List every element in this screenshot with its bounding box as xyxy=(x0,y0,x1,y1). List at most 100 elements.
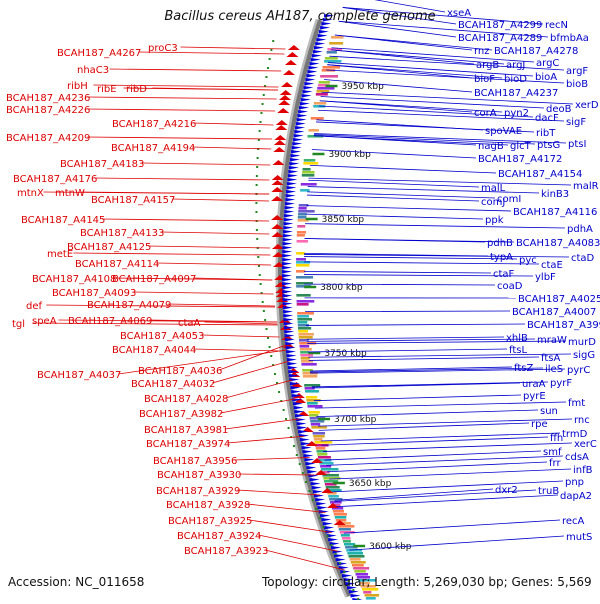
ring-dot xyxy=(265,76,267,78)
forward-gene-arrow xyxy=(282,246,292,250)
gene-band-segment xyxy=(313,432,325,435)
forward-gene-arrow xyxy=(316,38,326,42)
gene-band-segment xyxy=(331,36,343,39)
ring-dot xyxy=(259,274,261,276)
gene-band-segment xyxy=(327,51,337,54)
forward-gene-arrow xyxy=(301,98,311,102)
forward-gene-arrow xyxy=(283,234,293,238)
gene-band-segment xyxy=(334,513,347,516)
gene-band-segment xyxy=(298,330,308,333)
forward-gene-arrow xyxy=(304,458,314,462)
right-gene-label: dxr2 xyxy=(495,485,518,496)
ring-dot xyxy=(343,571,345,573)
forward-gene-arrow xyxy=(311,58,321,62)
forward-gene-arrow xyxy=(283,310,293,314)
right-label-connector xyxy=(336,495,558,507)
gene-band-segment xyxy=(302,174,315,177)
right-gene-label: rnc xyxy=(574,415,590,426)
forward-gene-arrow xyxy=(323,522,333,526)
gene-band-segment xyxy=(311,117,324,120)
right-gene-label: argB xyxy=(476,60,499,71)
accession-text: Accession: NC_011658 xyxy=(8,575,144,589)
left-label-connector xyxy=(87,137,272,139)
right-gene-label: BCAH187_A4007 xyxy=(512,307,596,318)
right-gene-label: argJ xyxy=(506,60,525,71)
right-gene-label: typA xyxy=(490,252,513,263)
gene-band-segment xyxy=(298,216,307,219)
left-gene-label: BCAH187_A3982 xyxy=(139,409,223,420)
ring-dot xyxy=(257,256,259,258)
ring-dot xyxy=(278,391,280,393)
gene-band-segment xyxy=(314,438,323,441)
reverse-gene-arrow xyxy=(274,135,286,140)
left-gene-label: BCAH187_A3923 xyxy=(184,546,268,557)
right-label-connector xyxy=(325,451,541,460)
forward-gene-arrow xyxy=(285,206,295,210)
gene-band-segment xyxy=(300,189,310,192)
right-gene-label: fmt xyxy=(568,398,585,409)
right-gene-label: recA xyxy=(562,516,585,527)
gene-band-segment xyxy=(316,93,328,96)
forward-gene-arrow xyxy=(314,46,324,50)
ring-dot xyxy=(267,67,269,69)
ring-dot xyxy=(259,130,261,132)
gene-band-segment xyxy=(321,468,339,471)
forward-gene-arrow xyxy=(310,62,320,66)
forward-gene-arrow xyxy=(283,226,293,230)
right-gene-label: argF xyxy=(566,66,588,77)
right-label-connector xyxy=(304,271,491,273)
ring-dot xyxy=(302,472,304,474)
forward-gene-arrow xyxy=(285,198,295,202)
right-gene-label: BCAH187_A4289 xyxy=(458,33,542,44)
ring-dot xyxy=(283,409,285,411)
right-gene-label: pdhB xyxy=(487,238,513,249)
ring-dot xyxy=(258,139,260,141)
gene-band-segment xyxy=(303,375,317,378)
gene-band-segment xyxy=(304,384,320,387)
left-label-connector xyxy=(161,232,269,234)
right-gene-label: ileS xyxy=(545,364,563,375)
forward-gene-arrow xyxy=(284,214,294,218)
gene-band-segment xyxy=(300,351,308,354)
forward-gene-arrow xyxy=(288,174,298,178)
left-gene-label: BCAH187_A4216 xyxy=(112,119,196,130)
forward-gene-arrow xyxy=(287,362,297,366)
left-label-connector xyxy=(73,253,270,255)
ring-dot xyxy=(299,463,301,465)
left-label-connector xyxy=(193,349,282,351)
gene-band-segment xyxy=(296,294,310,297)
forward-gene-arrow xyxy=(318,506,328,510)
left-gene-label: ribH xyxy=(67,81,88,92)
ring-dot xyxy=(264,319,266,321)
gene-band-segment xyxy=(314,441,332,444)
forward-gene-arrow xyxy=(315,42,325,46)
gene-band-segment xyxy=(326,486,340,489)
map-title: Bacillus cereus AH187, complete genome xyxy=(0,9,600,24)
forward-gene-arrow xyxy=(312,486,322,490)
left-gene-label: BCAH187_A3974 xyxy=(146,439,230,450)
left-gene-label: BCAH187_A4097 xyxy=(112,274,196,285)
gene-band-segment xyxy=(351,561,366,564)
ring-dot xyxy=(319,517,321,519)
gene-band-segment xyxy=(296,252,305,255)
kbp-tick-label: 3600 kbp xyxy=(369,542,412,552)
forward-gene-arrow xyxy=(282,258,292,262)
forward-gene-arrow xyxy=(297,422,307,426)
right-gene-label: rpe xyxy=(531,419,548,430)
left-gene-label: BCAH187_A4028 xyxy=(144,394,228,405)
right-gene-label: sigF xyxy=(566,117,586,128)
left-gene-label: BCAH187_A4032 xyxy=(131,379,215,390)
gene-band-segment xyxy=(319,81,330,84)
right-gene-label: pyn2 xyxy=(504,108,529,119)
gene-band-segment xyxy=(302,171,314,174)
gene-band-segment xyxy=(300,345,310,348)
gene-band-segment xyxy=(298,321,308,324)
forward-gene-arrow xyxy=(283,238,293,242)
forward-gene-arrow xyxy=(290,158,300,162)
topology-text: Topology: circular; Length: 5,269,030 bp… xyxy=(262,575,592,589)
forward-gene-arrow xyxy=(306,74,316,78)
right-gene-label: malL xyxy=(481,183,506,194)
ring-dot xyxy=(270,49,272,51)
gene-band-segment xyxy=(309,411,320,414)
gene-bands xyxy=(296,36,379,600)
